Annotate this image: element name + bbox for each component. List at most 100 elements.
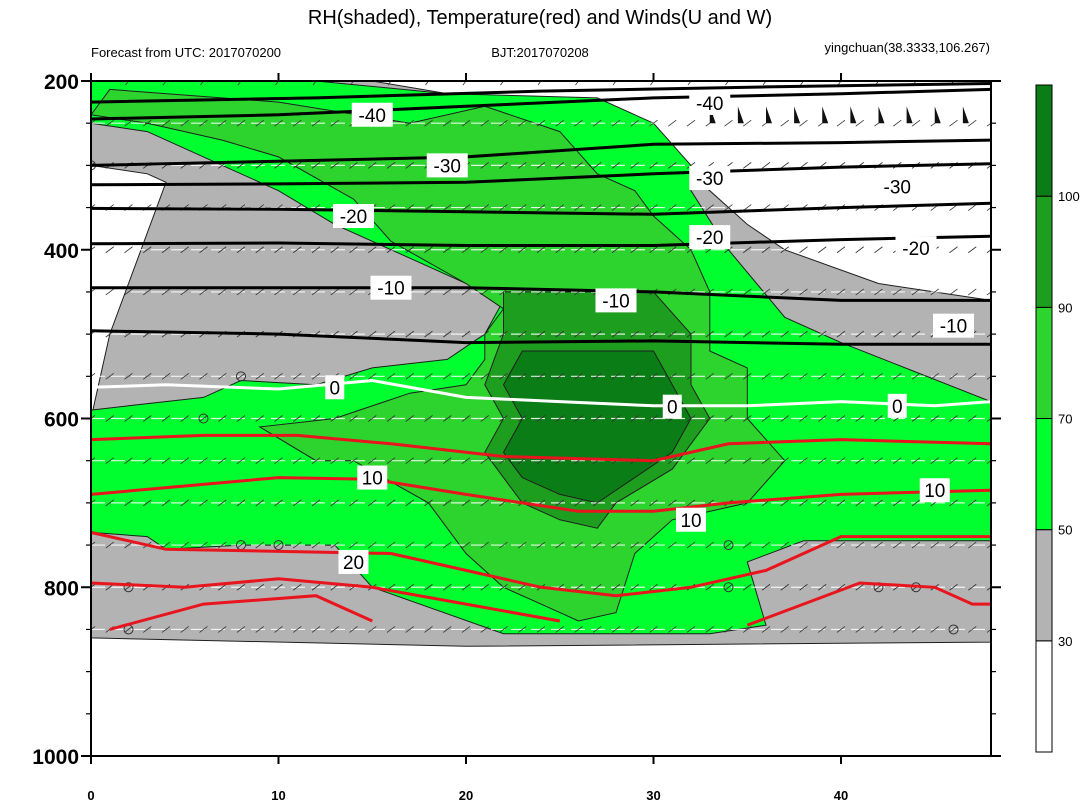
- wind-barb: [855, 246, 864, 254]
- wind-barb: [668, 626, 677, 633]
- wind-barb: [968, 246, 977, 254]
- wind-barb: [461, 499, 471, 507]
- wind-barb: [91, 541, 96, 546]
- wind-barb: [199, 246, 208, 254]
- wind-barb: [124, 541, 133, 549]
- wind-barb: [818, 626, 827, 633]
- temp-line-3: [91, 162, 991, 187]
- wind-barb: [630, 415, 639, 422]
- colorbar-segment: [1035, 640, 1053, 753]
- wind-barb: [443, 204, 452, 211]
- wind-barb: [836, 415, 846, 422]
- wind-barb: [593, 246, 602, 254]
- wind-barb: [255, 541, 264, 549]
- wind-barb: [349, 626, 358, 633]
- wind-barb: [293, 119, 302, 127]
- wind-barb: [611, 583, 621, 591]
- wind-barb: [236, 246, 246, 254]
- wind-barb: [330, 457, 339, 465]
- wind-barb: [611, 330, 621, 338]
- contour-label-0: -40: [351, 102, 393, 127]
- wind-barb: [874, 246, 883, 254]
- wind-barb: [255, 457, 264, 465]
- wind-barb: [255, 583, 264, 591]
- wind-barb: [593, 415, 602, 422]
- wind-barb: [180, 288, 189, 296]
- wind-barb: [349, 499, 358, 507]
- wind-barb: [686, 457, 696, 465]
- wind-barb: [874, 415, 883, 422]
- station-label: yingchuan(38.3333,106.267): [824, 40, 990, 55]
- wind-barb: [668, 246, 677, 254]
- wind-barb: [968, 372, 977, 380]
- wind-barb: [705, 415, 714, 422]
- wind-barb: [330, 119, 339, 127]
- wind-barb: [949, 372, 958, 380]
- contour-label-box: [689, 225, 731, 250]
- wind-barb: [405, 457, 414, 465]
- contour-label-7: -20: [895, 236, 937, 261]
- wind-barb: [330, 246, 339, 254]
- wind-barb: [686, 541, 696, 549]
- wind-barb: [311, 162, 321, 169]
- wind-barb: [761, 162, 771, 169]
- wind-barb: [105, 372, 114, 380]
- wind-barb: [968, 288, 977, 296]
- wind-barb: [986, 164, 991, 169]
- wind-barb: [180, 457, 189, 465]
- wind-barb: [386, 457, 396, 465]
- wind-barb: [274, 499, 283, 507]
- wind-barb: [743, 330, 752, 338]
- colorbar-tick-label: 30: [1058, 634, 1072, 649]
- wind-barb: [218, 626, 227, 633]
- wind-barb: [855, 288, 864, 296]
- wind-barb: [911, 457, 921, 465]
- wind-barb: [780, 372, 789, 380]
- wind-barb: [799, 330, 808, 338]
- contour-label-text: 10: [362, 469, 383, 490]
- wind-barb: [668, 499, 677, 507]
- wind-barb: [949, 499, 958, 507]
- wind-barb: [311, 541, 321, 549]
- wind-barb: [330, 288, 339, 296]
- wind-barb: [630, 162, 639, 169]
- wind-barb: [743, 119, 752, 127]
- wind-barb: [255, 372, 264, 380]
- wind-barb: [461, 415, 471, 422]
- wind-barb: [799, 288, 808, 296]
- wind-barb: [236, 372, 246, 380]
- temp-line-7: [91, 329, 991, 346]
- wind-barb: [236, 626, 246, 633]
- wind-barb: [91, 119, 96, 124]
- wind-barb: [649, 541, 658, 549]
- wind-barb: [461, 583, 471, 591]
- chart-title: RH(shaded), Temperature(red) and Winds(U…: [308, 7, 772, 29]
- wind-barb: [949, 119, 958, 127]
- wind-barb: [593, 583, 602, 591]
- wind-barb: [293, 288, 302, 296]
- wind-barb: [311, 372, 321, 380]
- wind-flag: [906, 106, 913, 124]
- wind-barb: [761, 626, 771, 633]
- wind-barb: [368, 499, 377, 507]
- wind-barb: [724, 119, 733, 127]
- wind-barb: [780, 457, 789, 465]
- wind-barb: [911, 499, 921, 507]
- wind-barb: [818, 372, 827, 380]
- wind-barb: [500, 81, 504, 86]
- wind-barb: [705, 583, 714, 591]
- wind-barb: [855, 499, 864, 507]
- wind-barb: [855, 119, 864, 127]
- wind-barb: [799, 246, 808, 254]
- wind-barb: [761, 583, 771, 591]
- wind-barb: [124, 288, 133, 296]
- wind-barb: [311, 246, 321, 254]
- wind-barb: [480, 626, 489, 633]
- wind-barb: [199, 457, 208, 465]
- wind-barb: [274, 119, 283, 127]
- wind-barb: [818, 499, 827, 507]
- wind-barb: [893, 330, 902, 338]
- wind-barb: [968, 457, 977, 465]
- wind-barb: [424, 583, 433, 591]
